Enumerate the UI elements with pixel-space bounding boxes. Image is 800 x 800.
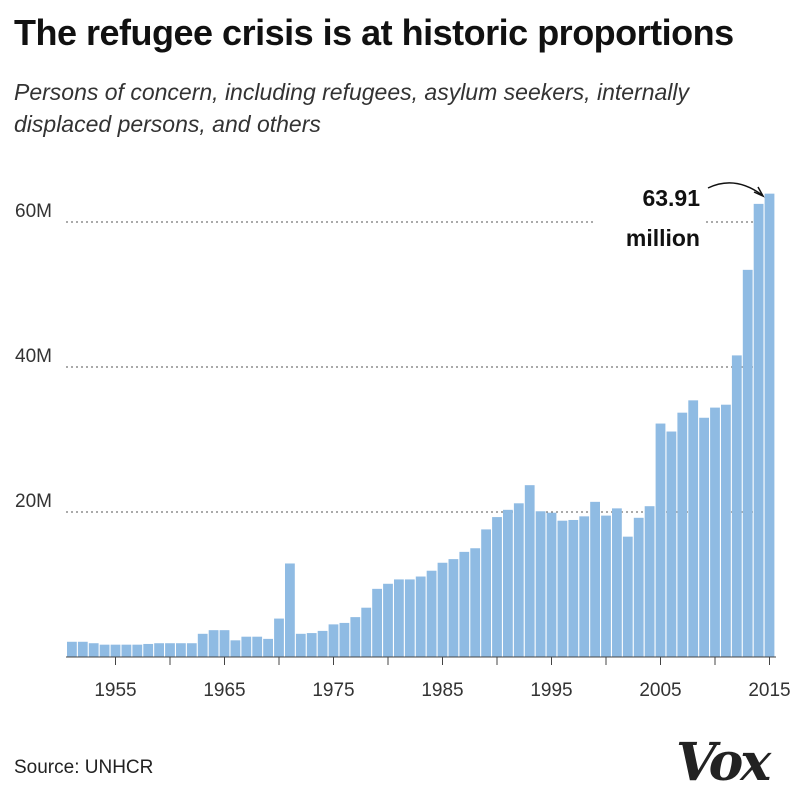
bar-1969: [263, 638, 273, 657]
bar-1954: [99, 644, 110, 657]
bar-1993: [524, 485, 535, 657]
bar-1951: [67, 641, 77, 657]
bar-2003: [633, 517, 644, 657]
x-tick-label: 2005: [639, 680, 681, 701]
bar-1980: [383, 583, 393, 657]
bar-1958: [143, 643, 154, 657]
source-note: Source: UNHCR: [14, 757, 154, 778]
bar-2011: [721, 404, 731, 657]
bar-2014: [753, 203, 764, 657]
y-tick-label: 60M: [15, 201, 52, 222]
bar-1953: [88, 643, 99, 657]
bar-1985: [437, 562, 448, 657]
bar-1970: [274, 618, 284, 657]
bar-1996: [557, 520, 568, 657]
bar-1957: [132, 644, 143, 657]
peak-annotation: 63.91 million: [596, 178, 765, 256]
y-tick-label: 20M: [15, 491, 52, 512]
bar-1991: [503, 509, 513, 657]
bar-1962: [186, 643, 197, 657]
bar-2000: [601, 515, 611, 657]
annotation-backdrop: [596, 178, 704, 256]
annotation-arrow: [707, 182, 763, 196]
bar-1988: [470, 548, 481, 657]
chart-title: The refugee crisis is at historic propor…: [14, 12, 734, 53]
bar-1956: [121, 644, 132, 657]
bar-1983: [415, 576, 426, 657]
bar-2007: [677, 412, 688, 657]
bar-1960: [165, 643, 175, 657]
vox-logo: Vox: [676, 732, 771, 793]
bar-1979: [372, 588, 382, 657]
bar-1992: [513, 503, 524, 657]
y-tick-label: 40M: [15, 346, 52, 367]
bar-2009: [699, 417, 709, 657]
x-tick-label: 1965: [203, 680, 245, 701]
x-tick-label: 1975: [312, 680, 354, 701]
bar-1966: [230, 640, 241, 657]
bar-1974: [317, 630, 328, 657]
annotation-arrowhead: [753, 186, 765, 198]
bar-1975: [328, 624, 339, 657]
bar-1968: [252, 636, 263, 657]
bar-1952: [77, 641, 88, 657]
bar-1989: [481, 529, 491, 657]
y-axis: 20M 40M 60M: [15, 201, 52, 512]
bar-1997: [568, 519, 579, 657]
bar-2004: [644, 506, 655, 657]
bar-2012: [731, 355, 742, 657]
bar-2005: [655, 423, 666, 657]
bar-2013: [742, 269, 753, 657]
x-axis: 1955 1965 1975 1985 1995 2005 2015: [94, 657, 791, 701]
bar-1964: [208, 630, 219, 657]
x-tick-label: 1995: [530, 680, 572, 701]
annotation-unit: million: [626, 225, 700, 251]
bar-2015: [764, 193, 775, 657]
annotation-value: 63.91: [642, 185, 700, 211]
bars: [67, 193, 775, 657]
bar-1955: [110, 644, 121, 657]
bar-1981: [394, 579, 404, 657]
bar-1986: [448, 559, 459, 657]
bar-1972: [295, 633, 306, 657]
bar-1995: [546, 512, 557, 657]
bar-1961: [176, 643, 186, 657]
bar-2008: [688, 400, 699, 657]
bar-1971: [285, 563, 295, 657]
x-tick-label: 1985: [421, 680, 463, 701]
bar-1990: [492, 517, 502, 657]
bar-1998: [579, 516, 590, 657]
bar-1973: [306, 633, 317, 657]
bar-1967: [241, 636, 252, 657]
bar-1959: [154, 643, 164, 657]
bar-1987: [459, 551, 470, 657]
bar-1999: [590, 501, 600, 657]
bar-1977: [350, 617, 361, 657]
bar-1994: [535, 511, 546, 657]
bar-2001: [612, 508, 622, 657]
bar-1978: [361, 607, 372, 657]
bar-1982: [404, 579, 415, 657]
bar-2002: [622, 536, 633, 657]
bar-2006: [666, 431, 677, 657]
bar-1963: [197, 633, 208, 657]
bar-1984: [426, 570, 437, 657]
chart-subtitle: Persons of concern, including refugees, …: [14, 79, 690, 137]
bar-2010: [710, 407, 720, 657]
bar-1965: [219, 630, 230, 657]
x-tick-label: 1955: [94, 680, 136, 701]
x-tick-label: 2015: [748, 680, 790, 701]
bar-1976: [339, 622, 350, 657]
